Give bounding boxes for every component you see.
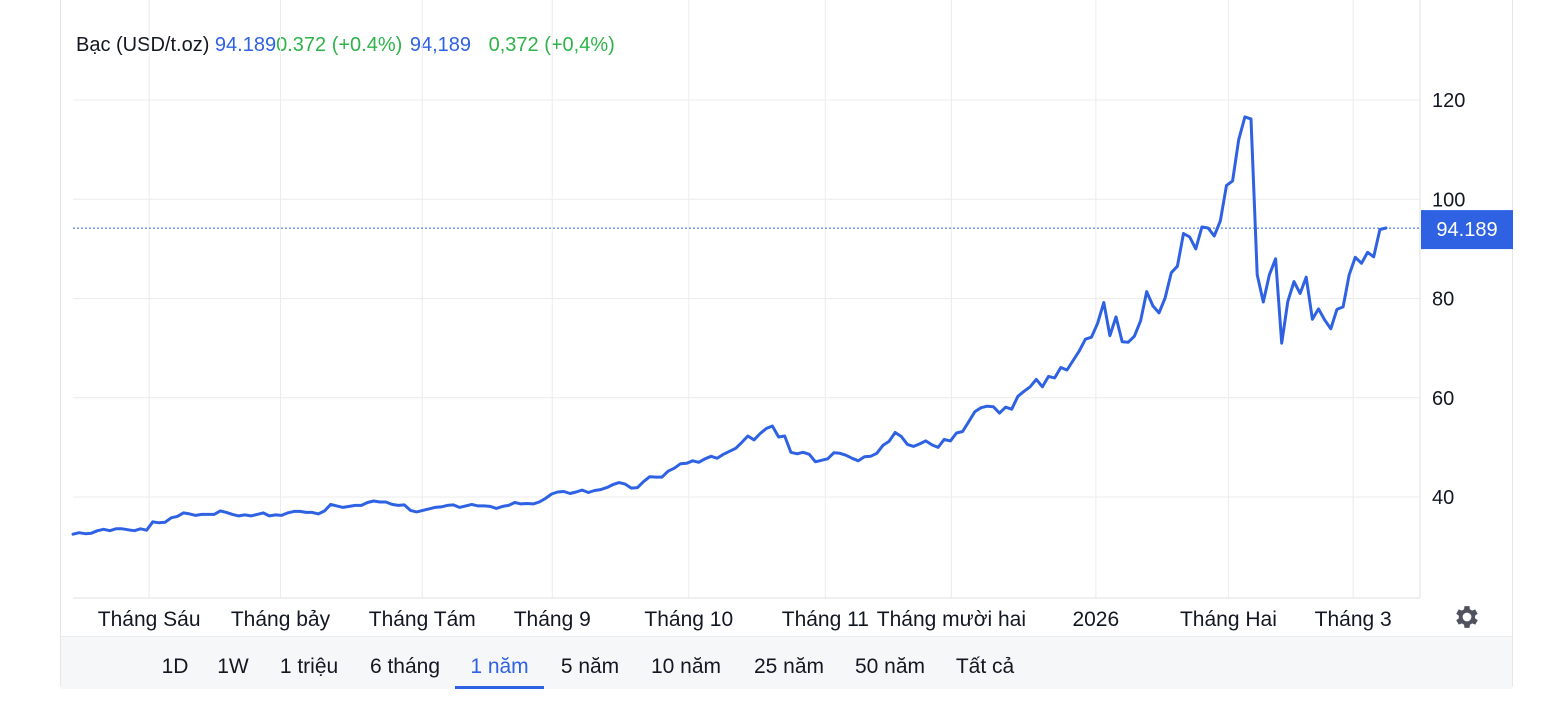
x-tick-label: Tháng 3 [1315,608,1392,631]
gear-icon [1456,606,1478,628]
legend-change: 0.372 (+0.4%) [276,34,403,56]
legend-price: 94.189 [214,34,277,56]
x-tick-label: 2026 [1072,608,1119,631]
range-button-5-năm[interactable]: 5 năm [560,655,620,678]
legend-symbol: Bạc (USD/t.oz) [76,34,210,56]
range-button-25-năm[interactable]: 25 năm [753,655,825,678]
range-button-1d[interactable]: 1D [161,655,189,678]
chart-grid [73,0,1421,599]
y-tick-label: 60 [1432,388,1454,410]
range-button-1w[interactable]: 1W [217,655,249,678]
x-tick-label: Tháng 9 [514,608,591,631]
range-button-1-năm[interactable]: 1 năm [470,655,529,678]
y-tick-label: 80 [1432,289,1454,311]
x-tick-label: Tháng Sáu [98,608,201,631]
x-tick-label: Tháng Tám [369,608,476,631]
x-tick-label: Tháng bảy [231,608,331,631]
range-button-6-tháng[interactable]: 6 tháng [369,655,441,678]
x-tick-label: Tháng Hai [1180,608,1277,631]
active-range-indicator [455,686,544,689]
x-axis: Tháng Sáu Tháng bảy Tháng Tám Tháng 9 Tháng … [98,608,1392,631]
legend-change-local: 0,372 (+0,4%) [488,34,615,56]
settings-button[interactable] [1452,602,1482,632]
x-tick-label: Tháng mười hai [877,608,1026,631]
y-tick-label: 120 [1432,90,1465,112]
range-button-1-triệu[interactable]: 1 triệu [279,655,339,678]
y-tick-label: 100 [1432,189,1465,211]
y-axis: 40 60 80 100 120 [1432,90,1465,509]
current-price-badge: 94.189 [1421,210,1513,250]
x-tick-label: Tháng 10 [644,608,733,631]
range-button-50-năm[interactable]: 50 năm [854,655,926,678]
current-price-label: 94.189 [1436,219,1497,241]
time-range-bar: 1D 1W 1 triệu 6 tháng 1 năm 5 năm 10 năm 25 năm… [61,636,1512,689]
range-button-10-năm[interactable]: 10 năm [650,655,722,678]
range-button-tất-cả[interactable]: Tất cả [955,655,1015,678]
x-tick-label: Tháng 11 [782,608,869,631]
legend-price-local: 94,189 [409,34,472,56]
price-series-line [71,115,1388,536]
y-tick-label: 40 [1432,487,1454,509]
silver-price-chart[interactable]: 40 60 80 100 120 Tháng Sáu Tháng bảy Tháng Tám… [0,0,1552,636]
chart-legend: Bạc (USD/t.oz) 94.1890.372 (+0.4%) 94,18… [76,34,615,57]
